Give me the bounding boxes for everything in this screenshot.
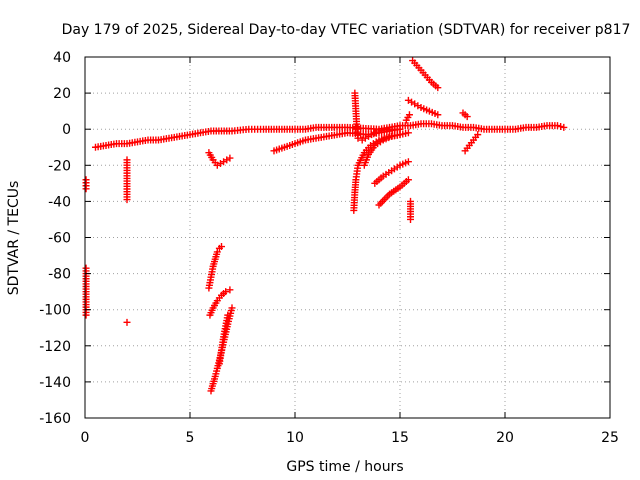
data-point [226, 286, 234, 294]
x-tick-label: 25 [601, 430, 619, 446]
data-marks [82, 57, 568, 395]
y-tick-label: -40 [48, 194, 71, 210]
data-point [554, 122, 561, 130]
x-tick-label: 20 [496, 430, 514, 446]
data-point [463, 113, 471, 121]
data-point [474, 131, 482, 139]
data-point [434, 111, 442, 119]
data-point [82, 311, 90, 319]
y-tick-label: 40 [53, 50, 71, 66]
y-axis-label: SDTVAR / TECUs [6, 181, 22, 296]
data-point [123, 196, 131, 204]
data-point [222, 288, 230, 296]
data-point [226, 154, 234, 162]
data-point [371, 129, 379, 137]
data-point [213, 248, 221, 256]
y-tick-label: 0 [62, 122, 71, 138]
x-tick-label: 15 [391, 430, 409, 446]
data-point [560, 123, 568, 131]
x-tick-label: 5 [186, 430, 195, 446]
data-point [123, 318, 131, 326]
data-point [404, 176, 412, 184]
y-tick-label: -80 [48, 267, 71, 283]
data-point [405, 111, 413, 119]
y-tick-label: -20 [48, 158, 71, 174]
y-tick-label: -60 [48, 231, 71, 247]
data-point [404, 158, 412, 166]
data-point [228, 304, 236, 312]
axis-ticks: 0 5 10 15 20 25 40 20 0 -20 -40 -60 -80 -100 -120 -140 -… [39, 50, 619, 446]
y-tick-label: 20 [53, 86, 71, 102]
data-point [434, 84, 442, 92]
y-tick-label: -140 [39, 375, 71, 391]
data-point [557, 122, 565, 130]
data-point [407, 215, 414, 223]
y-tick-label: -120 [39, 339, 71, 355]
plot-frame [84, 56, 611, 419]
x-tick-label: 0 [81, 430, 90, 446]
data-point [354, 134, 362, 142]
data-point [218, 243, 225, 251]
x-tick-label: 10 [286, 430, 304, 446]
data-point [224, 311, 232, 319]
chart-title: Day 179 of 2025, Sidereal Day-to-day VTE… [62, 22, 631, 38]
grid-lines [85, 57, 610, 418]
y-tick-label: -100 [39, 303, 71, 319]
data-point [404, 129, 412, 137]
y-tick-label: -160 [39, 411, 71, 427]
x-axis-label: GPS time / hours [286, 459, 403, 475]
data-point [82, 185, 90, 193]
